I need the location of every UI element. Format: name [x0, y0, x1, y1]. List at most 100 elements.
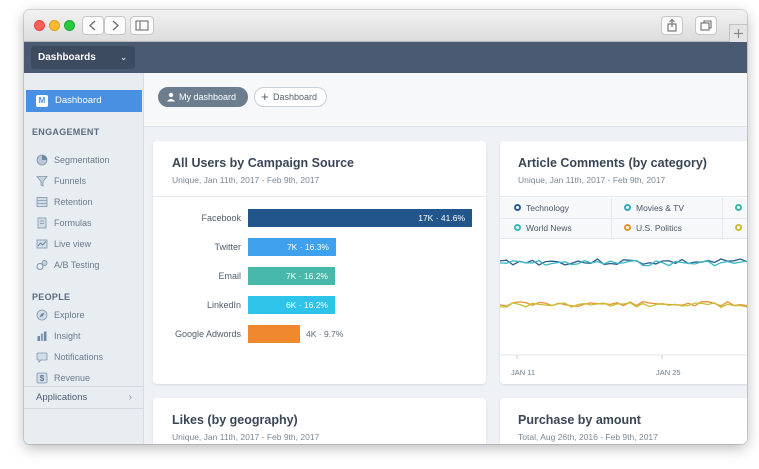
sidebar-item-label: Retention	[54, 197, 93, 207]
bar-chart-icon	[37, 331, 47, 341]
add-dashboard-label: Dashboard	[273, 92, 318, 102]
dashboard-content: My dashboard + Dashboard All Users by Ca…	[144, 73, 747, 444]
bar-google-adwords[interactable]	[248, 325, 300, 343]
dollar-icon: $	[36, 372, 48, 384]
tabs-button[interactable]	[695, 16, 717, 35]
bar-label-email: Email	[218, 271, 241, 281]
add-dashboard-button[interactable]: + Dashboard	[254, 87, 327, 107]
share-button[interactable]	[661, 16, 683, 35]
chevron-right-icon: ›	[128, 392, 132, 403]
sidebar-item-label: Funnels	[54, 176, 87, 186]
sidebar-item-applications[interactable]: Applications ›	[24, 386, 144, 409]
bar-value-facebook: 17K · 41.6%	[418, 213, 465, 223]
minimize-window-button[interactable]	[49, 20, 60, 31]
bar-twitter[interactable]: 7K · 16.3%	[248, 238, 336, 256]
sidebar-item-label: Dashboard	[55, 95, 102, 106]
legend-label: World News	[526, 223, 572, 233]
bar-value-twitter: 7K · 16.3%	[286, 242, 329, 252]
card-subtitle: Unique, Jan 11th, 2017 - Feb 9th, 2017	[172, 432, 320, 442]
compass-icon	[36, 309, 48, 321]
new-tab-button[interactable]	[729, 24, 747, 42]
card-subtitle: Unique, Jan 11th, 2017 - Feb 9th, 2017	[518, 175, 666, 185]
sidebar-item-dashboard[interactable]: M Dashboard	[26, 90, 142, 112]
legend-item-overflow[interactable]	[731, 198, 747, 218]
card-title: Purchase by amount	[518, 413, 641, 427]
sidebar-item-label: A/B Testing	[54, 260, 100, 270]
bar-linkedin[interactable]: 6K · 16.2%	[248, 296, 335, 314]
legend-item-technology[interactable]: Technology	[510, 198, 569, 218]
sidebar-item-label: Live view	[54, 239, 92, 249]
funnel-icon	[36, 176, 48, 187]
my-dashboard-button[interactable]: My dashboard	[158, 87, 248, 107]
legend-item-world-news[interactable]: World News	[510, 218, 572, 238]
campaign-source-card[interactable]: All Users by Campaign Source Unique, Jan…	[153, 141, 486, 384]
legend-item-overflow-2[interactable]	[731, 218, 747, 238]
sidebar-item-revenue[interactable]: $ Revenue	[36, 370, 90, 386]
dashboards-dropdown[interactable]: Dashboards ⌄	[31, 46, 135, 69]
sidebar-item-retention[interactable]: Retention	[36, 194, 93, 210]
user-icon	[167, 92, 175, 102]
zoom-window-button[interactable]	[64, 20, 75, 31]
sidebar-item-label: Segmentation	[54, 155, 110, 165]
sidebar-item-label: Revenue	[54, 373, 91, 383]
chevron-down-icon: ⌄	[120, 53, 127, 62]
chart-legend: Technology Movies & TV World News U.S. P…	[500, 198, 747, 239]
sidebar-item-insight[interactable]: Insight	[36, 328, 81, 344]
retention-grid-icon	[36, 197, 48, 207]
sidebar-item-funnels[interactable]: Funnels	[36, 173, 86, 189]
forward-button[interactable]	[104, 16, 126, 35]
dashboard-toolbar: My dashboard + Dashboard	[144, 73, 747, 127]
plus-icon	[734, 29, 743, 38]
engagement-heading: ENGAGEMENT	[32, 127, 100, 137]
bar-label-facebook: Facebook	[201, 213, 241, 223]
legend-item-us-politics[interactable]: U.S. Politics	[620, 218, 682, 238]
series-line	[500, 259, 747, 267]
plus-icon: +	[261, 89, 269, 104]
series-line	[500, 258, 747, 266]
bar-value-email: 7K · 16.2%	[285, 271, 328, 281]
card-title: Likes (by geography)	[172, 413, 298, 427]
card-subtitle: Unique, Jan 11th, 2017 - Feb 9th, 2017	[172, 175, 320, 185]
line-chart[interactable]	[500, 240, 747, 365]
ab-testing-icon	[36, 260, 48, 270]
share-icon	[667, 18, 677, 32]
svg-text:$: $	[40, 374, 45, 383]
bar-value-linkedin: 6K · 16.2%	[285, 300, 328, 310]
purchase-amount-card[interactable]: Purchase by amount Total, Aug 26th, 2016…	[500, 398, 747, 444]
bar-email[interactable]: 7K · 16.2%	[248, 267, 335, 285]
message-icon	[36, 352, 48, 363]
card-title: All Users by Campaign Source	[172, 156, 355, 170]
x-tick-jan-11: JAN 11	[511, 368, 536, 377]
applications-label: Applications	[36, 392, 88, 403]
card-divider	[500, 196, 747, 197]
mixpanel-logo-icon: M	[36, 95, 48, 107]
people-heading: PEOPLE	[32, 292, 71, 302]
sidebar-toggle-button[interactable]	[130, 16, 154, 35]
sidebar-icon	[135, 20, 149, 31]
sidebar-item-notifications[interactable]: Notifications	[36, 349, 103, 365]
sidebar-item-explore[interactable]: Explore	[36, 307, 85, 323]
close-window-button[interactable]	[34, 20, 45, 31]
window-titlebar	[24, 10, 747, 42]
bar-label-twitter: Twitter	[214, 242, 241, 252]
sidebar-item-formulas[interactable]: Formulas	[36, 215, 92, 231]
sidebar-item-live-view[interactable]: Live view	[36, 236, 91, 252]
live-view-icon	[36, 239, 48, 249]
chevron-left-icon	[88, 20, 96, 31]
legend-label: U.S. Politics	[636, 223, 682, 233]
chevron-right-icon	[112, 20, 120, 31]
legend-label: Technology	[526, 203, 570, 213]
formula-icon	[37, 217, 47, 229]
likes-geography-card[interactable]: Likes (by geography) Unique, Jan 11th, 2…	[153, 398, 486, 444]
bar-facebook[interactable]: 17K · 41.6%	[248, 209, 472, 227]
dashboards-dropdown-label: Dashboards	[38, 52, 96, 63]
sidebar-item-ab-testing[interactable]: A/B Testing	[36, 257, 99, 273]
legend-item-movies-tv[interactable]: Movies & TV	[620, 198, 684, 218]
legend-label: Movies & TV	[636, 203, 685, 213]
bar-value-google-adwords: 4K · 9.7%	[306, 329, 344, 339]
card-title: Article Comments (by category)	[518, 156, 707, 170]
sidebar-item-label: Explore	[54, 310, 85, 320]
sidebar-item-segmentation[interactable]: Segmentation	[36, 152, 110, 168]
back-button[interactable]	[82, 16, 104, 35]
article-comments-card[interactable]: Article Comments (by category) Unique, J…	[500, 141, 747, 384]
